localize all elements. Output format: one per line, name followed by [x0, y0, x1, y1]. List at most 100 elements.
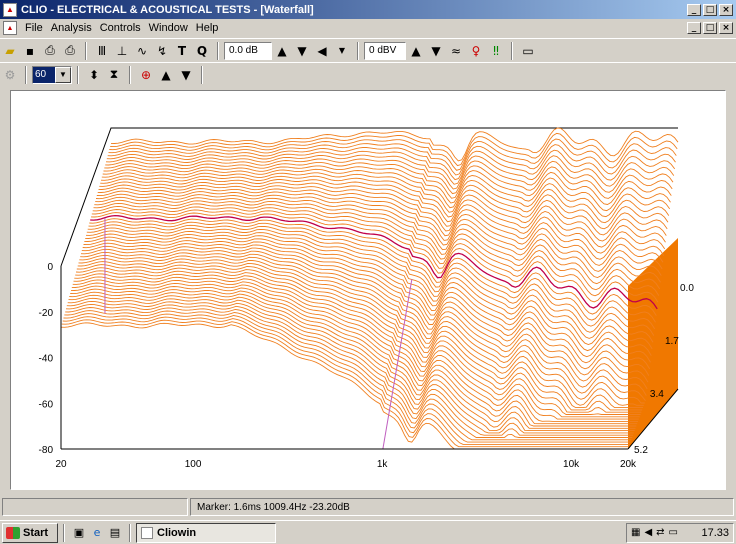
menu-controls[interactable]: Controls: [99, 22, 141, 34]
marker-line-main: [382, 278, 413, 450]
y-tick-label: -20: [39, 308, 54, 319]
scale-expand-icon[interactable]: ⬍: [88, 67, 100, 82]
waterfall-slice: [88, 221, 656, 323]
waterfall-slice: [74, 273, 642, 413]
generator-dropdown-icon[interactable]: ▼: [338, 46, 346, 55]
y-tick-label: -40: [39, 354, 54, 365]
menu-help[interactable]: Help: [195, 22, 219, 34]
marker-target-icon[interactable]: ⊕: [140, 67, 152, 82]
waterfall-slice: [102, 168, 671, 218]
monitor-icon[interactable]: ▭: [668, 527, 678, 538]
save-icon[interactable]: ▪: [25, 43, 35, 58]
open-folder-icon[interactable]: ▰: [5, 43, 15, 58]
browser-icon[interactable]: e: [93, 526, 101, 539]
sweep-icon[interactable]: ↯: [156, 43, 168, 58]
waterfall-slice: [75, 267, 643, 409]
waterfall-slice: [69, 291, 637, 427]
close-button[interactable]: ×: [719, 3, 733, 16]
document-icon[interactable]: ▲: [3, 21, 17, 35]
autorange-icon[interactable]: ≈: [450, 43, 462, 58]
waterfall-slice: [108, 143, 676, 176]
time-tick-label: 0.0: [680, 283, 694, 294]
toolbar-separator: [77, 65, 79, 84]
waterfall-slice: [109, 138, 677, 171]
waterfall-slice: [106, 150, 675, 187]
phantom-icon[interactable]: ‼: [493, 43, 499, 58]
waterfall-slice: [63, 313, 631, 443]
marker-down-icon[interactable]: ▼: [181, 67, 191, 82]
waterfall-chart-frame[interactable]: 0 -20 -40 -60 -80 20 100 1k 10k 20k 0.0 1.7 3.4 5.2: [10, 90, 726, 490]
print-icon[interactable]: ⎙: [65, 43, 75, 57]
output-up-icon[interactable]: ▲: [277, 43, 287, 58]
clio-app-icon[interactable]: ▲: [3, 2, 17, 17]
waterfall-slice: [101, 172, 670, 224]
task-label: Cliowin: [157, 526, 197, 539]
toolbar-separator: [85, 41, 87, 60]
waterfall-slice: [85, 230, 654, 343]
microphone-icon[interactable]: ♀: [471, 43, 481, 58]
desktop-icon[interactable]: ▣: [73, 526, 85, 539]
minimize-button[interactable]: _: [687, 3, 701, 16]
network-icon[interactable]: ⇄: [656, 527, 665, 538]
chevron-down-icon[interactable]: ▼: [55, 66, 71, 83]
waterfall-slice: [107, 147, 676, 181]
waterfall-slice: [68, 294, 636, 429]
marker-up-icon[interactable]: ▲: [161, 67, 171, 82]
waterfall-slice: [110, 127, 679, 162]
speaker-icon[interactable]: ◀: [317, 43, 327, 58]
qc-icon[interactable]: Q: [196, 43, 208, 58]
maximize-button[interactable]: □: [703, 3, 717, 16]
output-level-field[interactable]: 0.0 dB: [224, 41, 272, 60]
doc-maximize-button[interactable]: □: [703, 22, 717, 34]
waterfall-slice: [73, 276, 641, 415]
fft-icon[interactable]: Ⅲ: [97, 43, 107, 58]
multimeter-icon[interactable]: ▭: [522, 43, 534, 58]
open-file-icon[interactable]: ⎙: [45, 43, 55, 57]
zoom-combo[interactable]: 60 ▼: [32, 65, 72, 84]
doc-minimize-button[interactable]: _: [687, 22, 701, 34]
doc-close-button[interactable]: ×: [719, 22, 733, 34]
waterfall-slice: [80, 251, 648, 390]
volume-icon[interactable]: ◀: [644, 527, 653, 538]
menu-analysis[interactable]: Analysis: [50, 22, 92, 34]
time-tick-label: 3.4: [650, 389, 664, 400]
y-tick-label: -80: [39, 445, 54, 456]
sine-icon[interactable]: ∿: [136, 43, 148, 58]
menu-window[interactable]: Window: [148, 22, 188, 34]
ts-icon[interactable]: T: [177, 43, 187, 58]
waterfall-slice: [71, 282, 639, 420]
waterfall-slice: [65, 307, 633, 438]
zoom-value: 60: [33, 66, 55, 83]
spectrum-icon[interactable]: ⊥: [116, 43, 128, 58]
input-up-icon[interactable]: ▲: [411, 43, 421, 58]
explorer-icon[interactable]: ▤: [109, 526, 121, 539]
x-tick-label: 10k: [563, 459, 580, 470]
start-button[interactable]: Start: [2, 522, 58, 543]
waterfall-slice: [75, 270, 643, 411]
output-down-icon[interactable]: ▼: [297, 43, 307, 58]
y-tick-label: 0: [47, 262, 53, 273]
scheduler-icon[interactable]: ▦: [631, 527, 641, 538]
system-tray: ▦ ◀ ⇄ ▭ 17.33: [626, 522, 734, 543]
toolbar-separator: [217, 41, 219, 60]
input-level-field[interactable]: 0 dBV: [364, 41, 406, 60]
scale-compress-icon[interactable]: ⧗: [109, 67, 119, 81]
waterfall-slice: [86, 227, 655, 336]
waterfall-slice: [65, 303, 633, 436]
input-down-icon[interactable]: ▼: [431, 43, 441, 58]
waterfall-slice: [110, 132, 678, 167]
waterfall-slice: [95, 196, 663, 272]
toolbar-separator: [511, 41, 513, 60]
waterfall-slice: [62, 316, 630, 445]
waterfall-slice: [61, 319, 629, 448]
waterfall-slice: [100, 175, 669, 230]
clio-task-icon: [141, 526, 153, 539]
waterfall-slice: [91, 209, 660, 297]
waterfall-slice: [98, 184, 666, 248]
waterfall-slice: [90, 212, 659, 303]
waterfall-slice: [99, 181, 667, 242]
waterfall-slice: [77, 261, 645, 404]
menu-file[interactable]: File: [25, 22, 43, 34]
taskbar-cliowin-button[interactable]: Cliowin: [136, 522, 276, 543]
